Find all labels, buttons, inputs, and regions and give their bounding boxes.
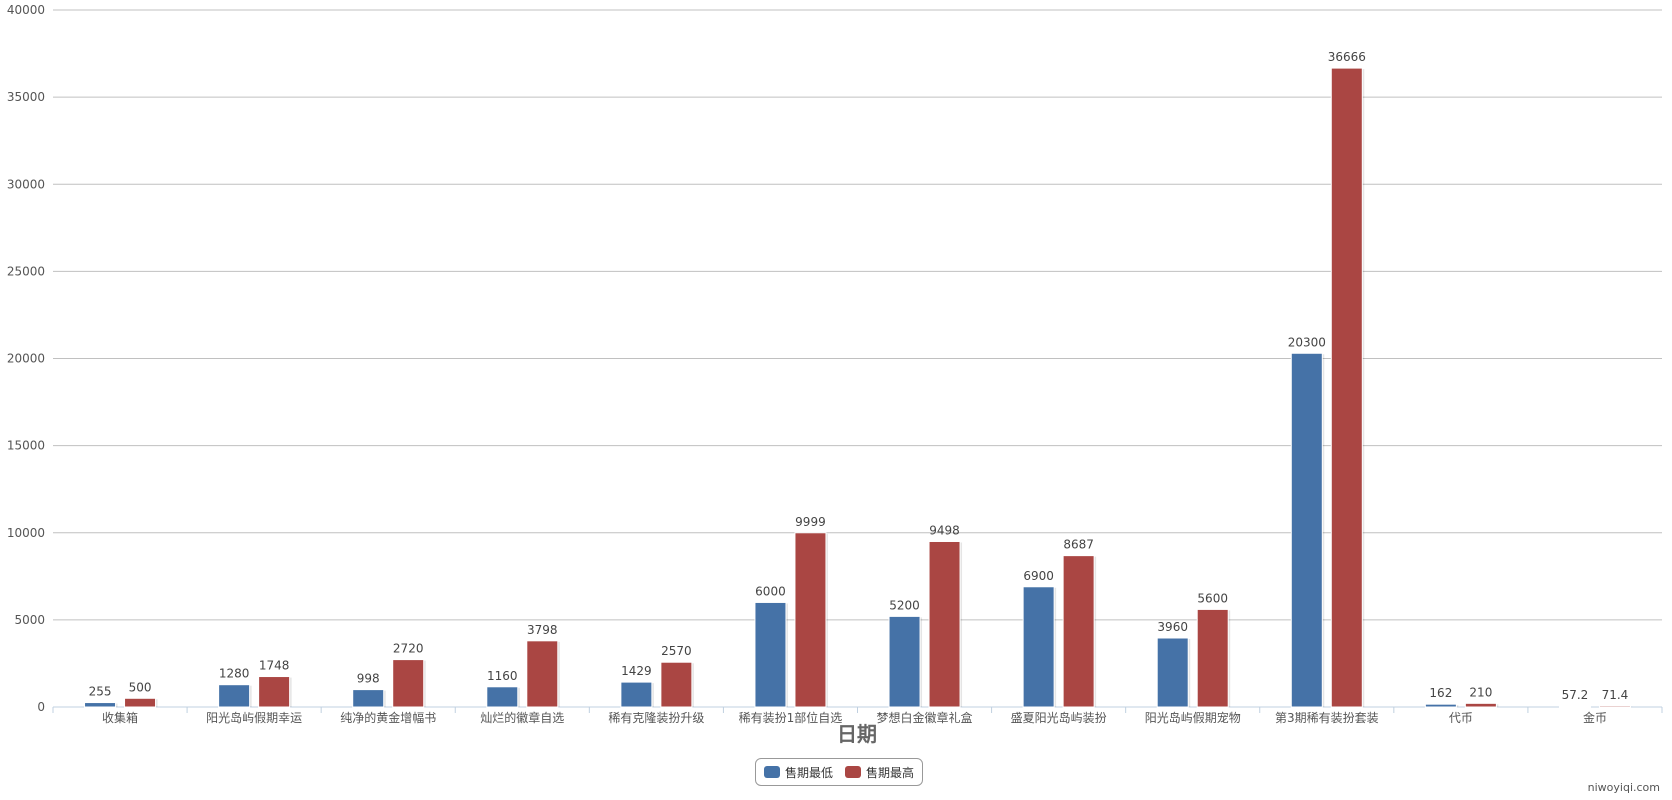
data-label: 71.4 (1602, 688, 1629, 702)
grid-lines (53, 9, 1662, 621)
x-axis: 收集箱 阳光岛屿假期幸运 纯净的黄金增幅书 灿烂的徽章自选 稀有克隆装扮升级 稀有装扮1部… (52, 706, 1663, 725)
y-tick-label: 35000 (7, 90, 45, 104)
data-label: 3960 (1157, 620, 1188, 634)
bar-min[interactable] (1424, 703, 1457, 708)
data-label: 5600 (1197, 591, 1228, 605)
data-label: 255 (89, 685, 112, 699)
data-label: 210 (1469, 685, 1492, 699)
bar-min[interactable] (84, 702, 117, 708)
data-label: 1429 (621, 664, 652, 678)
legend: 售期最低 售期最高 (755, 758, 924, 786)
data-label: 998 (357, 672, 380, 686)
data-label: 57.2 (1562, 688, 1589, 702)
x-tick-label: 第3期稀有装扮套装 (1275, 711, 1379, 725)
data-label: 9498 (929, 523, 960, 537)
bar-max[interactable] (660, 661, 693, 708)
bars (84, 67, 1633, 708)
bar-max[interactable] (928, 540, 961, 708)
x-tick-label: 梦想白金徽章礼盒 (877, 710, 973, 725)
y-tick-label: 40000 (7, 3, 45, 17)
watermark: niwoyiqi.com (1587, 781, 1660, 794)
data-label: 36666 (1328, 50, 1366, 64)
y-tick-label: 30000 (7, 177, 45, 191)
legend-swatch-min (764, 766, 780, 778)
bar-min[interactable] (1558, 705, 1591, 708)
bar-min[interactable] (352, 689, 385, 708)
x-tick-label: 灿烂的徽章自选 (480, 710, 564, 725)
x-tick-label: 阳光岛屿假期宠物 (1145, 710, 1241, 725)
bar-min[interactable] (888, 615, 921, 708)
bar-min[interactable] (218, 684, 251, 708)
bar-min[interactable] (754, 601, 787, 708)
bar-min[interactable] (486, 686, 519, 708)
y-tick-label: 5000 (14, 613, 45, 627)
x-tick-label: 稀有装扮1部位自选 (739, 710, 843, 725)
x-tick-label: 盛夏阳光岛屿装扮 (1011, 710, 1107, 725)
bar-min[interactable] (1290, 352, 1323, 708)
bar-min[interactable] (620, 681, 653, 708)
x-tick-label: 阳光岛屿假期幸运 (206, 710, 302, 725)
data-label: 6900 (1023, 569, 1054, 583)
legend-label-max: 售期最高 (866, 765, 915, 780)
bar-max[interactable] (526, 640, 559, 708)
bar-min[interactable] (1156, 637, 1189, 708)
bar-max[interactable] (1196, 608, 1229, 708)
data-label: 8687 (1063, 538, 1094, 552)
data-label: 20300 (1288, 335, 1326, 349)
bar-max[interactable] (794, 532, 827, 708)
y-tick-label: 25000 (7, 264, 45, 278)
bar-max[interactable] (1330, 67, 1363, 708)
x-tick-label: 金币 (1583, 710, 1607, 725)
y-tick-label: 15000 (7, 439, 45, 453)
data-label: 9999 (795, 515, 826, 529)
legend-item-min[interactable]: 售期最低 (764, 764, 833, 781)
data-label: 162 (1429, 686, 1452, 700)
data-label: 500 (129, 680, 152, 694)
data-label: 3798 (527, 623, 558, 637)
data-label: 1160 (487, 669, 518, 683)
data-label: 6000 (755, 584, 786, 598)
y-axis-ticks: 0 5000 10000 15000 20000 25000 30000 35000 40000 (7, 3, 45, 714)
bar-max[interactable] (392, 659, 425, 708)
x-tick-label: 收集箱 (102, 710, 138, 725)
bar-max[interactable] (1598, 705, 1631, 708)
bar-min[interactable] (1022, 586, 1055, 708)
legend-item-max[interactable]: 售期最高 (845, 764, 914, 781)
data-label: 2570 (661, 644, 692, 658)
x-tick-label: 代币 (1449, 711, 1473, 725)
bar-max[interactable] (258, 676, 291, 708)
legend-swatch-max (845, 766, 862, 778)
data-label: 1748 (259, 659, 290, 673)
bar-max[interactable] (124, 697, 157, 708)
bar-max[interactable] (1464, 702, 1497, 708)
data-label: 1280 (219, 667, 250, 681)
x-tick-label: 纯净的黄金增幅书 (340, 710, 436, 725)
legend-label-min: 售期最低 (785, 765, 834, 780)
data-label: 5200 (889, 598, 920, 612)
x-axis-title: 日期 (837, 722, 877, 746)
data-labels: 255 1280 998 1160 1429 6000 5200 6900 3960 20300 1… (89, 50, 1629, 702)
y-tick-label: 20000 (7, 352, 45, 366)
data-label: 2720 (393, 642, 424, 656)
bar-max[interactable] (1062, 555, 1095, 708)
y-tick-label: 10000 (7, 526, 45, 540)
x-tick-label: 稀有克隆装扮升级 (608, 710, 704, 725)
y-tick-label: 0 (37, 700, 45, 714)
